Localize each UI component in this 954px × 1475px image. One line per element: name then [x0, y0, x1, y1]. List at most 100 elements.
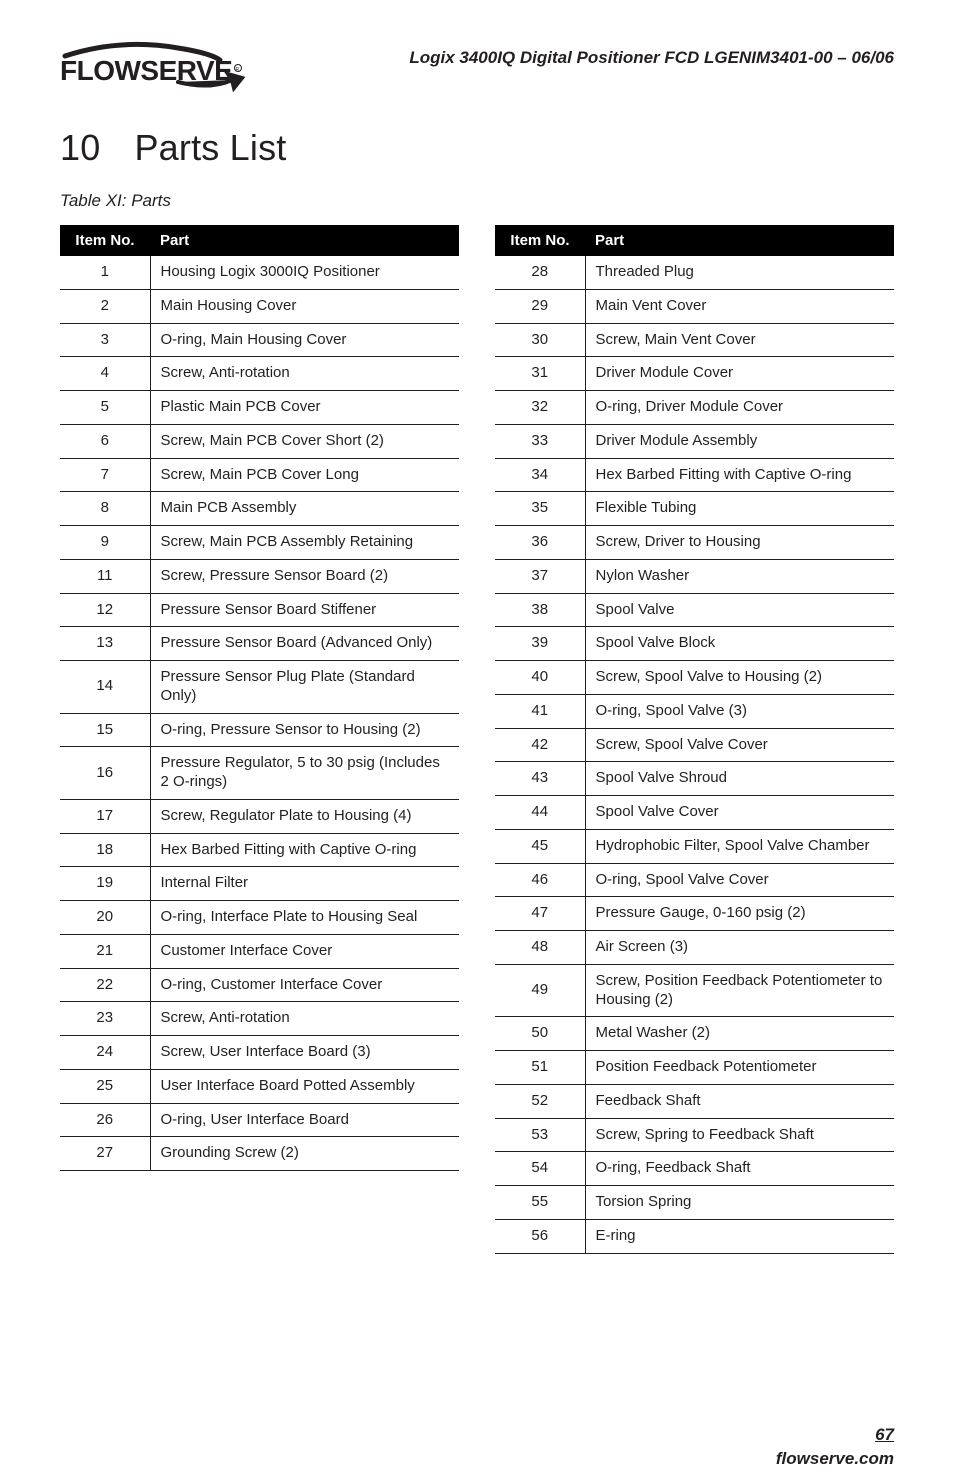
cell-item-no: 3	[60, 323, 150, 357]
cell-item-no: 2	[60, 289, 150, 323]
col-header-item-no: Item No.	[60, 225, 150, 256]
table-row: 51Position Feedback Potentiometer	[495, 1051, 894, 1085]
table-row: 9Screw, Main PCB Assembly Retaining	[60, 526, 459, 560]
cell-part: Screw, Main Vent Cover	[585, 323, 894, 357]
cell-part: Screw, User Interface Board (3)	[150, 1036, 459, 1070]
cell-part: Pressure Gauge, 0-160 psig (2)	[585, 897, 894, 931]
cell-part: Internal Filter	[150, 867, 459, 901]
cell-item-no: 31	[495, 357, 585, 391]
cell-part: Main Housing Cover	[150, 289, 459, 323]
table-row: 6Screw, Main PCB Cover Short (2)	[60, 424, 459, 458]
cell-item-no: 24	[60, 1036, 150, 1070]
cell-part: Screw, Regulator Plate to Housing (4)	[150, 799, 459, 833]
cell-part: User Interface Board Potted Assembly	[150, 1069, 459, 1103]
cell-item-no: 4	[60, 357, 150, 391]
tables-row: Item No. Part 1Housing Logix 3000IQ Posi…	[60, 225, 894, 1254]
cell-part: E-ring	[585, 1219, 894, 1253]
table-row: 41O-ring, Spool Valve (3)	[495, 694, 894, 728]
cell-part: Hydrophobic Filter, Spool Valve Chamber	[585, 829, 894, 863]
cell-item-no: 56	[495, 1219, 585, 1253]
cell-item-no: 47	[495, 897, 585, 931]
cell-part: Plastic Main PCB Cover	[150, 391, 459, 425]
cell-item-no: 16	[60, 747, 150, 800]
cell-item-no: 46	[495, 863, 585, 897]
table-row: 19Internal Filter	[60, 867, 459, 901]
doc-title: Logix 3400IQ Digital Positioner FCD LGEN…	[409, 40, 894, 68]
page-footer: 67	[60, 1425, 894, 1445]
table-row: 54O-ring, Feedback Shaft	[495, 1152, 894, 1186]
table-row: 28Threaded Plug	[495, 256, 894, 289]
table-row: 29Main Vent Cover	[495, 289, 894, 323]
table-row: 46O-ring, Spool Valve Cover	[495, 863, 894, 897]
cell-part: O-ring, Interface Plate to Housing Seal	[150, 901, 459, 935]
table-row: 55Torsion Spring	[495, 1186, 894, 1220]
cell-item-no: 34	[495, 458, 585, 492]
table-row: 44Spool Valve Cover	[495, 796, 894, 830]
cell-part: Screw, Main PCB Cover Short (2)	[150, 424, 459, 458]
cell-part: Pressure Regulator, 5 to 30 psig (Includ…	[150, 747, 459, 800]
table-row: 30Screw, Main Vent Cover	[495, 323, 894, 357]
cell-item-no: 26	[60, 1103, 150, 1137]
table-row: 32O-ring, Driver Module Cover	[495, 391, 894, 425]
table-row: 7Screw, Main PCB Cover Long	[60, 458, 459, 492]
cell-item-no: 37	[495, 559, 585, 593]
table-row: 14Pressure Sensor Plug Plate (Standard O…	[60, 661, 459, 714]
cell-item-no: 55	[495, 1186, 585, 1220]
cell-part: Screw, Anti-rotation	[150, 357, 459, 391]
table-row: 8Main PCB Assembly	[60, 492, 459, 526]
cell-part: Pressure Sensor Board (Advanced Only)	[150, 627, 459, 661]
cell-part: Torsion Spring	[585, 1186, 894, 1220]
cell-part: Spool Valve Shroud	[585, 762, 894, 796]
cell-part: O-ring, Main Housing Cover	[150, 323, 459, 357]
table-row: 18Hex Barbed Fitting with Captive O-ring	[60, 833, 459, 867]
cell-part: Hex Barbed Fitting with Captive O-ring	[585, 458, 894, 492]
cell-part: Spool Valve	[585, 593, 894, 627]
table-row: 26O-ring, User Interface Board	[60, 1103, 459, 1137]
cell-item-no: 25	[60, 1069, 150, 1103]
table-row: 27Grounding Screw (2)	[60, 1137, 459, 1171]
table-row: 35Flexible Tubing	[495, 492, 894, 526]
cell-item-no: 14	[60, 661, 150, 714]
cell-part: Main PCB Assembly	[150, 492, 459, 526]
cell-item-no: 54	[495, 1152, 585, 1186]
cell-item-no: 41	[495, 694, 585, 728]
cell-item-no: 49	[495, 964, 585, 1017]
table-row: 40Screw, Spool Valve to Housing (2)	[495, 661, 894, 695]
cell-part: Screw, Main PCB Cover Long	[150, 458, 459, 492]
cell-item-no: 52	[495, 1084, 585, 1118]
cell-part: Screw, Spool Valve Cover	[585, 728, 894, 762]
cell-part: O-ring, Spool Valve (3)	[585, 694, 894, 728]
cell-part: O-ring, Feedback Shaft	[585, 1152, 894, 1186]
cell-part: Driver Module Cover	[585, 357, 894, 391]
table-row: 33Driver Module Assembly	[495, 424, 894, 458]
cell-part: Screw, Spool Valve to Housing (2)	[585, 661, 894, 695]
cell-item-no: 6	[60, 424, 150, 458]
table-row: 4Screw, Anti-rotation	[60, 357, 459, 391]
cell-part: Grounding Screw (2)	[150, 1137, 459, 1171]
cell-part: Screw, Main PCB Assembly Retaining	[150, 526, 459, 560]
table-row: 34Hex Barbed Fitting with Captive O-ring	[495, 458, 894, 492]
cell-item-no: 18	[60, 833, 150, 867]
parts-table-left: Item No. Part 1Housing Logix 3000IQ Posi…	[60, 225, 459, 1171]
parts-table-right: Item No. Part 28Threaded Plug29Main Vent…	[495, 225, 894, 1254]
col-header-item-no: Item No.	[495, 225, 585, 256]
table-header-row: Item No. Part	[60, 225, 459, 256]
cell-item-no: 33	[495, 424, 585, 458]
cell-item-no: 48	[495, 931, 585, 965]
cell-item-no: 22	[60, 968, 150, 1002]
cell-part: O-ring, Driver Module Cover	[585, 391, 894, 425]
cell-item-no: 44	[495, 796, 585, 830]
table-row: 20O-ring, Interface Plate to Housing Sea…	[60, 901, 459, 935]
table-row: 56E-ring	[495, 1219, 894, 1253]
page-header: FLOWSERVE R Logix 3400IQ Digital Positio…	[60, 40, 894, 97]
table-row: 53Screw, Spring to Feedback Shaft	[495, 1118, 894, 1152]
cell-part: O-ring, Customer Interface Cover	[150, 968, 459, 1002]
cell-item-no: 11	[60, 559, 150, 593]
cell-item-no: 1	[60, 256, 150, 289]
table-row: 16Pressure Regulator, 5 to 30 psig (Incl…	[60, 747, 459, 800]
cell-item-no: 50	[495, 1017, 585, 1051]
cell-item-no: 40	[495, 661, 585, 695]
cell-item-no: 27	[60, 1137, 150, 1171]
table-row: 2Main Housing Cover	[60, 289, 459, 323]
cell-item-no: 42	[495, 728, 585, 762]
